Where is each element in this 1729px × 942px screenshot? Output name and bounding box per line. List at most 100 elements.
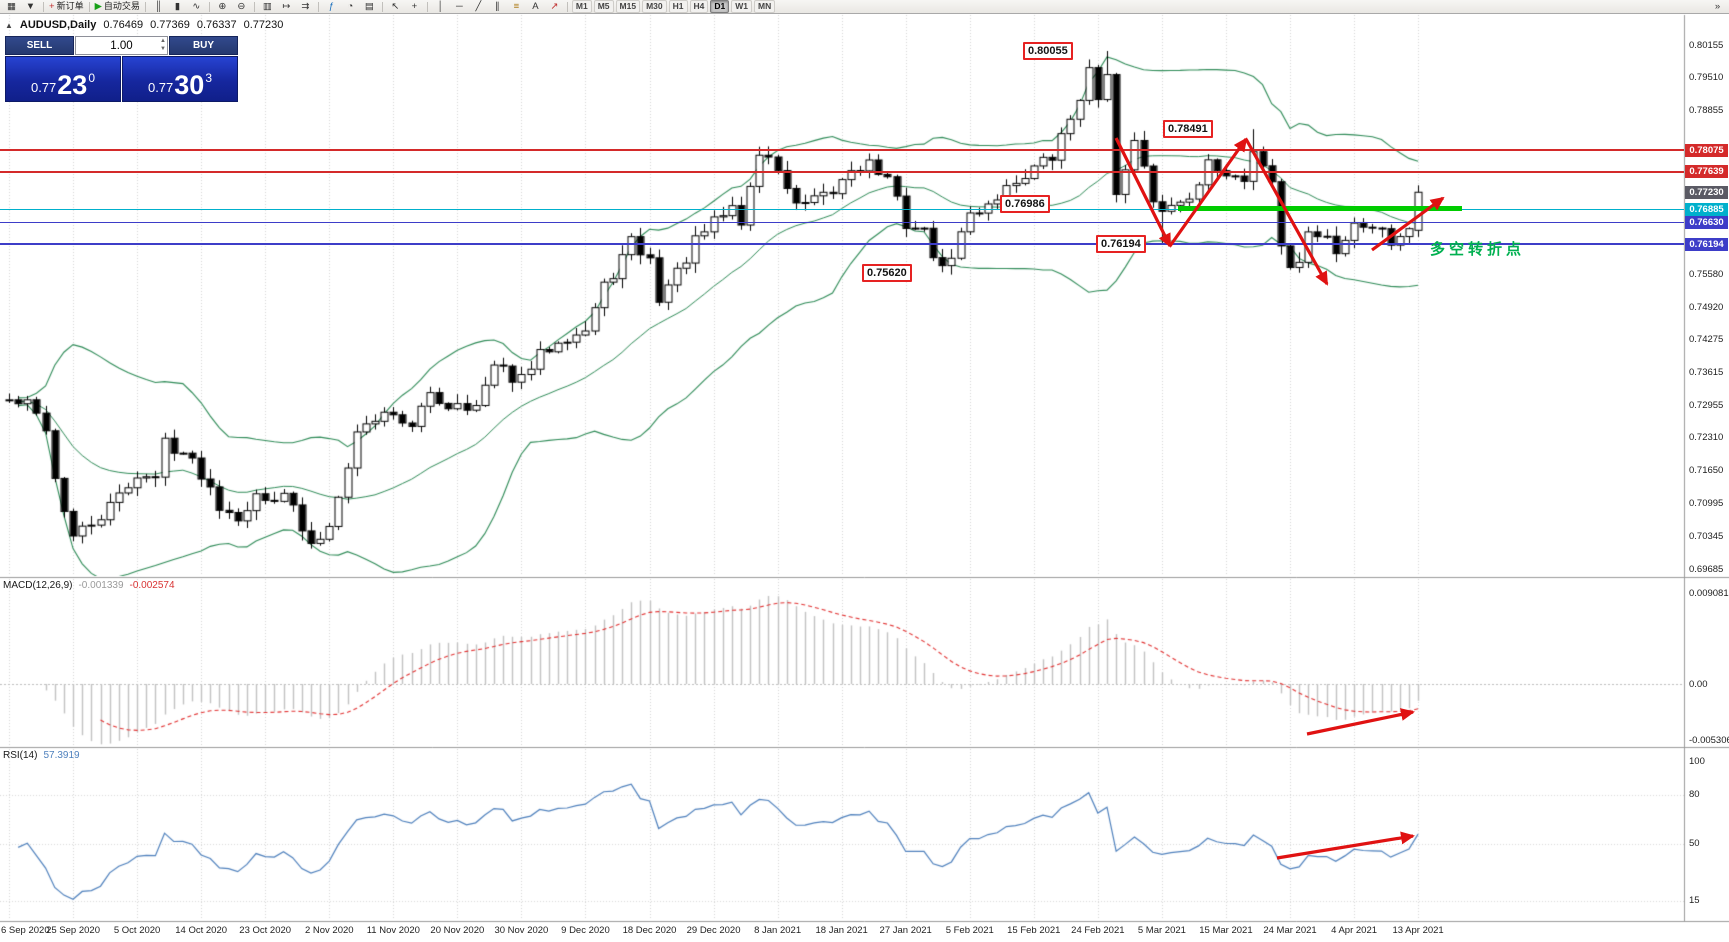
- toolbar-indicators-button[interactable]: ƒ: [322, 0, 341, 13]
- price-axis-label: 0.74920: [1689, 301, 1724, 313]
- toolbar-periods-button[interactable]: ◔: [341, 0, 360, 13]
- macd-axis-label: -0.005306: [1689, 735, 1729, 746]
- autotrading-label: 自动交易: [103, 1, 140, 11]
- toolbar-chart-candles-button[interactable]: ▮: [168, 0, 187, 13]
- timeframe-mn-button[interactable]: MN: [754, 0, 776, 13]
- macd-name: MACD(12,26,9): [3, 580, 73, 591]
- arrows-tool-icon: ↗: [550, 1, 559, 12]
- rsi-axis-label: 80: [1689, 788, 1700, 800]
- price-callout[interactable]: 0.75620: [862, 263, 912, 282]
- toolbar-overflow-icon[interactable]: »: [1714, 1, 1721, 12]
- timeframe-m5-button[interactable]: M5: [593, 0, 614, 13]
- ohlc-open: 0.76469: [103, 19, 144, 31]
- toolbar-crosshair-button[interactable]: +: [405, 0, 424, 13]
- toolbar-fibonacci-button[interactable]: ≡: [507, 0, 526, 13]
- rsi-indicator-label: RSI(14) 57.3919: [3, 750, 80, 761]
- price-tag: 0.78075: [1685, 143, 1728, 157]
- sell-price-button[interactable]: 0.77 23 0: [5, 56, 121, 102]
- time-axis-label: 13 Apr 2021: [1392, 925, 1444, 936]
- toolbar-text-tool-button[interactable]: A: [526, 0, 545, 13]
- toolbar-chart-line-button[interactable]: ∿: [187, 0, 206, 13]
- price-tag: 0.76885: [1685, 203, 1728, 216]
- rsi-axis-label: 100: [1689, 756, 1705, 767]
- price-callout[interactable]: 0.78491: [1163, 120, 1213, 139]
- text-tool-icon: A: [532, 1, 539, 12]
- time-axis-label: 5 Mar 2021: [1137, 925, 1186, 936]
- sell-price-base: 0.77: [30, 80, 57, 95]
- equidistant-channel-icon: ∥: [495, 1, 500, 12]
- toolbar-tile-windows-button[interactable]: ▥: [258, 0, 277, 13]
- time-axis-label: 2 Nov 2020: [304, 925, 354, 936]
- timeframe-d1-button[interactable]: D1: [710, 0, 730, 13]
- time-axis-label: 18 Dec 2020: [622, 925, 677, 936]
- time-axis-label: 23 Oct 2020: [239, 925, 292, 936]
- price-axis-label: 0.69685: [1689, 563, 1724, 575]
- spinner-up-icon[interactable]: ▲: [160, 38, 166, 44]
- volume-input[interactable]: 1.00 ▲ ▼: [75, 36, 168, 55]
- toolbar-separator: [381, 1, 383, 12]
- buy-button[interactable]: BUY: [169, 36, 238, 55]
- price-level-line[interactable]: [0, 221, 1684, 223]
- price-axis-label: 0.75580: [1689, 268, 1724, 280]
- toolbar-autotrading-button[interactable]: ▶ 自动交易: [93, 0, 142, 13]
- toolbar-templates-button[interactable]: ▤: [360, 0, 379, 13]
- volume-spinner[interactable]: ▲ ▼: [160, 38, 166, 54]
- toolbar-trendline-button[interactable]: ╱: [469, 0, 488, 13]
- toolbar-vertical-line-button[interactable]: │: [431, 0, 450, 13]
- price-tag: 0.77639: [1685, 165, 1728, 179]
- support-resistance-zone[interactable]: [1178, 206, 1462, 212]
- one-click-collapse-icon[interactable]: ▲: [5, 20, 13, 30]
- new-order-label: 新订单: [56, 1, 84, 11]
- symbol-name: AUDUSD,Daily: [19, 19, 97, 31]
- toolbar-zoom-in-button[interactable]: ⊕: [213, 0, 232, 13]
- toolbar-chart-profiles-button[interactable]: ▼: [21, 0, 40, 13]
- chart-candles-icon: ▮: [174, 1, 181, 12]
- price-callout[interactable]: 0.80055: [1023, 42, 1073, 60]
- price-callout[interactable]: 0.76986: [1000, 195, 1050, 214]
- toolbar-new-chart-button[interactable]: ▦: [2, 0, 21, 13]
- toolbar-auto-scroll-button[interactable]: ↦: [277, 0, 296, 13]
- price-level-line[interactable]: [0, 243, 1684, 245]
- price-level-line[interactable]: [0, 208, 1684, 211]
- time-axis-label: 9 Dec 2020: [561, 925, 610, 936]
- spinner-down-icon[interactable]: ▼: [160, 46, 166, 52]
- time-axis-label: 8 Jan 2021: [754, 925, 802, 936]
- chart-line-icon: ∿: [192, 1, 201, 12]
- price-level-line[interactable]: [0, 149, 1684, 151]
- toolbar-chart-bars-button[interactable]: ║: [149, 0, 168, 13]
- toolbar-equidistant-channel-button[interactable]: ∥: [488, 0, 507, 13]
- sell-button[interactable]: SELL: [5, 36, 74, 55]
- timeframe-m30-button[interactable]: M30: [642, 0, 667, 13]
- toolbar-zoom-out-button[interactable]: ⊖: [232, 0, 251, 13]
- buy-price-point: 3: [205, 71, 213, 85]
- buy-price-base: 0.77: [147, 80, 174, 95]
- ohlc-close: 0.77230: [243, 19, 284, 31]
- rsi-name: RSI(14): [3, 750, 38, 761]
- rsi-axis-label: 15: [1689, 894, 1700, 906]
- toolbar-chart-shift-button[interactable]: ⇉: [296, 0, 315, 13]
- toolbar-separator: [566, 1, 568, 12]
- timeframe-h4-button[interactable]: H4: [689, 0, 709, 13]
- price-level-line[interactable]: [0, 171, 1684, 173]
- price-axis-label: 0.73615: [1689, 367, 1724, 378]
- timeframe-m1-button[interactable]: M1: [571, 0, 592, 13]
- time-axis-label: 27 Jan 2021: [879, 925, 932, 936]
- toolbar-new-order-button[interactable]: + 新订单: [47, 0, 86, 13]
- buy-price-button[interactable]: 0.77 30 3: [122, 56, 238, 102]
- chart-note-text[interactable]: 多空转折点: [1430, 241, 1526, 258]
- price-axis-label: 0.70995: [1689, 498, 1724, 509]
- cursor-icon: ↖: [391, 1, 400, 12]
- time-axis-label: 24 Feb 2021: [1071, 925, 1125, 936]
- timeframe-w1-button[interactable]: W1: [731, 0, 752, 13]
- price-callout[interactable]: 0.76194: [1096, 235, 1146, 254]
- toolbar-horizontal-line-button[interactable]: ─: [450, 0, 469, 13]
- rsi-axis-label: 50: [1689, 837, 1700, 849]
- toolbar-cursor-button[interactable]: ↖: [386, 0, 405, 13]
- time-axis-label: 30 Nov 2020: [494, 925, 549, 936]
- time-axis-label: 6 Sep 2020: [1, 925, 50, 936]
- toolbar-arrows-tool-button[interactable]: ↗: [545, 0, 564, 13]
- timeframe-h1-button[interactable]: H1: [668, 0, 688, 13]
- time-axis-label: 24 Mar 2021: [1263, 925, 1317, 936]
- timeframe-m15-button[interactable]: M15: [615, 0, 641, 13]
